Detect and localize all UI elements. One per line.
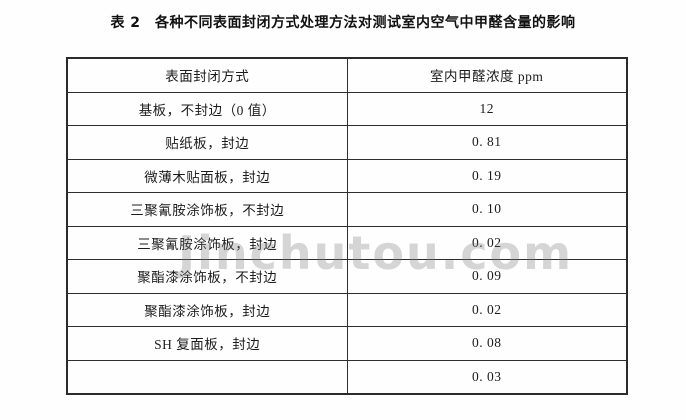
cell-method: 聚酯漆涂饰板，不封边 (66, 259, 348, 294)
cell-method: 微薄木贴面板，封边 (66, 158, 348, 193)
column-header-sealing-method: 表面封闭方式 (66, 57, 348, 93)
cell-value: 0. 81 (346, 125, 628, 160)
cell-value: 0. 19 (346, 158, 628, 193)
cell-value: 0. 09 (346, 259, 628, 294)
cell-value: 0. 08 (346, 326, 628, 361)
table-row: 三聚氰胺涂饰板，封边 0. 02 (66, 225, 628, 260)
table-caption: 表 2 各种不同表面封闭方式处理方法对测试室内空气中甲醛含量的影响 (110, 15, 576, 31)
column-header-formaldehyde-concentration: 室内甲醛浓度 ppm (346, 57, 628, 93)
cell-value: 12 (346, 91, 628, 126)
cell-method: 贴纸板，封边 (66, 125, 348, 160)
cell-method (66, 359, 348, 395)
cell-method: 基板，不封边（0 值） (66, 91, 348, 126)
cell-value: 0. 02 (346, 292, 628, 327)
cell-method: 聚酯漆涂饰板，封边 (66, 292, 348, 327)
table-row: 聚酯漆涂饰板，封边 0. 02 (66, 292, 628, 327)
table-row: SH 复面板，封边 0. 08 (66, 326, 628, 361)
cell-value: 0. 02 (346, 225, 628, 260)
table-header-row: 表面封闭方式 室内甲醛浓度 ppm (66, 57, 628, 93)
cell-value: 0. 10 (346, 192, 628, 227)
formaldehyde-table: 表面封闭方式 室内甲醛浓度 ppm 基板，不封边（0 值） 12 贴纸板，封边 … (66, 57, 628, 395)
table-row: 聚酯漆涂饰板，不封边 0. 09 (66, 259, 628, 294)
table-row: 三聚氰胺涂饰板，不封边 0. 10 (66, 192, 628, 227)
table-row: 基板，不封边（0 值） 12 (66, 91, 628, 126)
table-row: 微薄木贴面板，封边 0. 19 (66, 158, 628, 193)
cell-method: 三聚氰胺涂饰板，封边 (66, 225, 348, 260)
table-row: 0. 03 (66, 359, 628, 395)
cell-method: SH 复面板，封边 (66, 326, 348, 361)
table-row: 贴纸板，封边 0. 81 (66, 125, 628, 160)
cell-value: 0. 03 (346, 359, 628, 395)
cell-method: 三聚氰胺涂饰板，不封边 (66, 192, 348, 227)
